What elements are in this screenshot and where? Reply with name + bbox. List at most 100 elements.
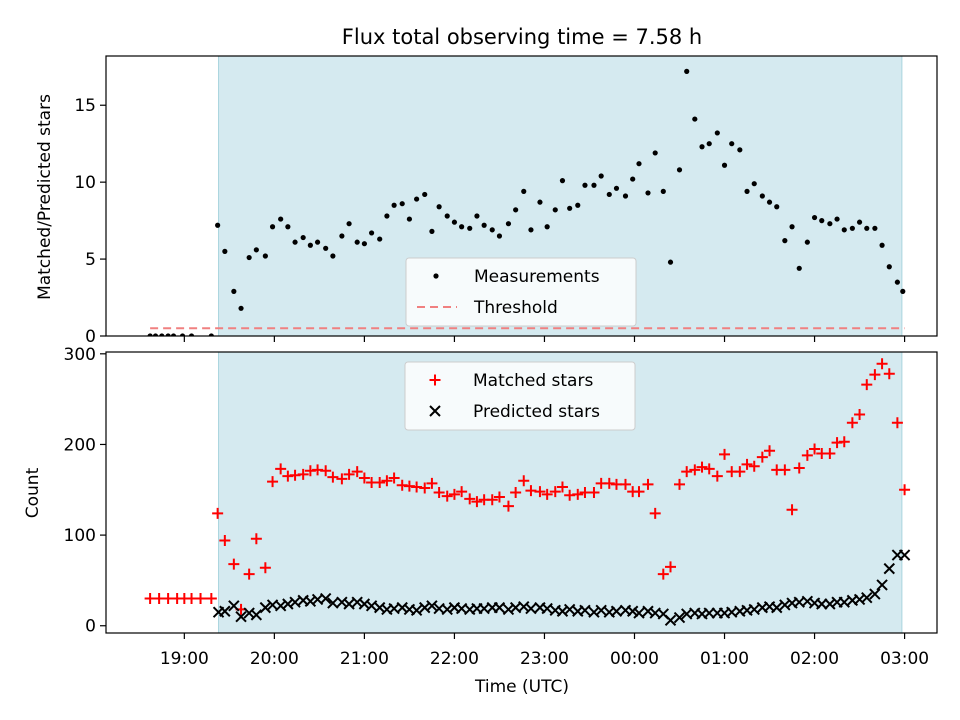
predicted-star-point [883,562,895,575]
matched-star-point [779,464,791,476]
x-tick-label: 01:00 [700,649,749,669]
star-count-panel: 0 100 200 300 Matched stars Predicted stars [64,345,938,639]
predicted-star-point [319,592,332,605]
measurement-point [537,199,543,205]
matched-star-point [741,458,753,470]
matched-star-point [801,449,813,461]
legend-swatch [433,273,439,279]
matched-star-point [572,488,584,500]
measurement-point [422,191,428,198]
legend-label: Matched stars [473,371,593,391]
matched-star-point [861,379,873,391]
measurement-point [819,218,825,224]
measurement-point [152,333,159,336]
measurement-point [269,224,276,230]
measurement-point [414,196,420,202]
measurement-point [307,242,313,248]
measurement-point [188,333,195,336]
predicted-star-point [861,591,873,604]
matched-star-point [448,488,460,500]
measurement-point [660,188,666,194]
matched-star-point [689,464,701,476]
y-tick-label: 15 [74,96,96,116]
measurement-point [159,333,165,336]
measurement-point [368,230,375,236]
measurement-point [667,259,674,265]
predicted-star-point [876,579,888,591]
measurement-point [179,333,186,336]
measurement-point [827,221,833,227]
matched-star-point [556,481,568,493]
measurement-point [856,219,863,225]
measurement-point [834,216,840,222]
measurement-point [841,227,847,233]
matched-star-point [426,477,438,489]
matched-star-point [441,490,453,502]
matched-star-point [243,568,255,580]
measurement-point [285,224,291,230]
matched-star-point [883,368,895,380]
x-tick-label: 21:00 [340,649,389,669]
measurement-point [429,228,435,234]
measurement-point [894,279,900,285]
predicted-star-point [235,610,247,623]
measurement-point [238,305,244,311]
measurement-point [606,191,612,198]
matched-star-point [275,463,287,475]
measurement-point [676,167,683,173]
measurement-point [231,288,237,294]
predicted-star-point [633,607,645,619]
measurement-point [521,188,527,194]
measurement-point [354,239,360,245]
predicted-star-point [816,598,828,610]
matched-star-point [846,417,858,429]
y-tick-label: 100 [64,526,96,546]
matched-star-point [809,443,821,455]
measurement-point [714,130,720,136]
measurement-point [652,150,658,156]
measurement-point [879,242,885,248]
matched-star-point [534,486,546,498]
measurement-point [323,245,329,251]
measurement-point [391,202,397,208]
matched-star-point [588,487,600,498]
predicted-star-point [664,614,677,627]
measurement-point [900,288,906,294]
measurement-point [804,239,810,245]
series-2 [212,549,911,627]
matched-star-point [205,593,217,605]
legend-label: Measurements [474,267,600,287]
y-tick-label: 0 [85,617,96,637]
x-axis-label: Time (UTC) [474,677,569,697]
measurement-point [208,333,214,336]
axes-frame [105,55,938,337]
measurement-point [262,253,268,259]
predicted-star-point [673,611,686,624]
measurement-point [774,204,780,210]
matched-star-point [493,491,505,503]
matched-star-point [681,466,693,478]
y-tick-label: 200 [64,435,96,455]
plot-area [147,68,906,336]
measurement-point [496,233,503,239]
measurement-point [215,222,221,228]
predicted-star-point [771,601,783,614]
matched-star-point [541,488,553,500]
x-tick-label: 02:00 [790,649,839,669]
flux-ratio-panel: 0 5 10 15 Measurements Threshold [74,55,938,347]
matched-star-point [343,468,355,480]
measurement-point [796,265,802,271]
measurement-point [721,162,728,168]
y-tick-label: 0 [85,327,96,347]
measurement-point [552,207,558,213]
predicted-star-point [426,600,438,612]
predicted-star-point [493,601,506,614]
measurement-point [759,193,765,199]
matched-star-point [267,476,279,488]
measurement-point [399,201,405,207]
measurement-point [528,227,534,233]
matched-star-point [891,417,903,429]
matched-star-point [419,482,431,494]
measurement-point [278,216,284,222]
predicted-star-point [610,605,623,617]
